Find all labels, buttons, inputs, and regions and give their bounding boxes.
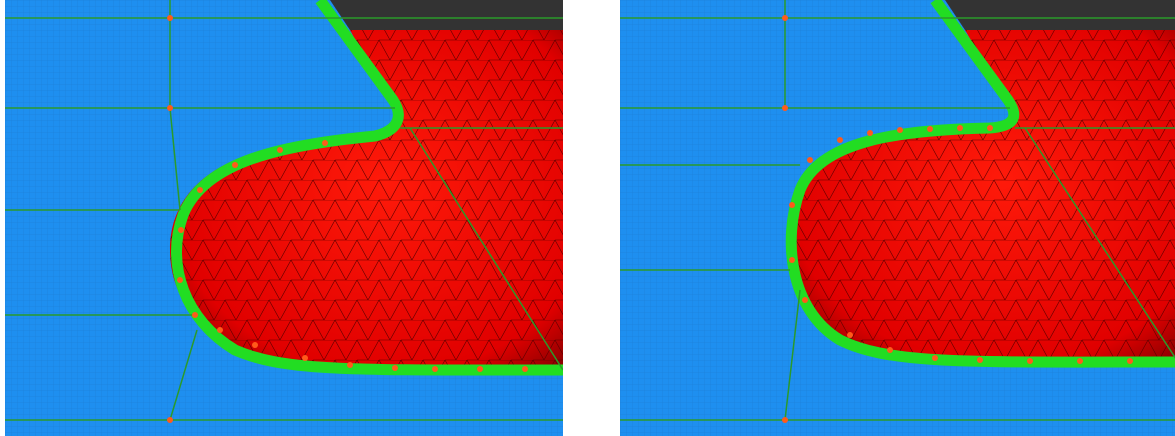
- block-lines: [5, 0, 563, 421]
- panel-right: [620, 0, 1175, 436]
- dark-region: [945, 0, 1175, 30]
- hull-mesh: [170, 30, 563, 370]
- nodes: [782, 15, 1133, 423]
- nodes: [167, 15, 528, 423]
- hull-mesh: [788, 30, 1175, 362]
- dark-region: [330, 0, 563, 30]
- block-lines: [620, 0, 1175, 421]
- boundary-layer: [171, 0, 563, 376]
- panel-left: [5, 0, 563, 436]
